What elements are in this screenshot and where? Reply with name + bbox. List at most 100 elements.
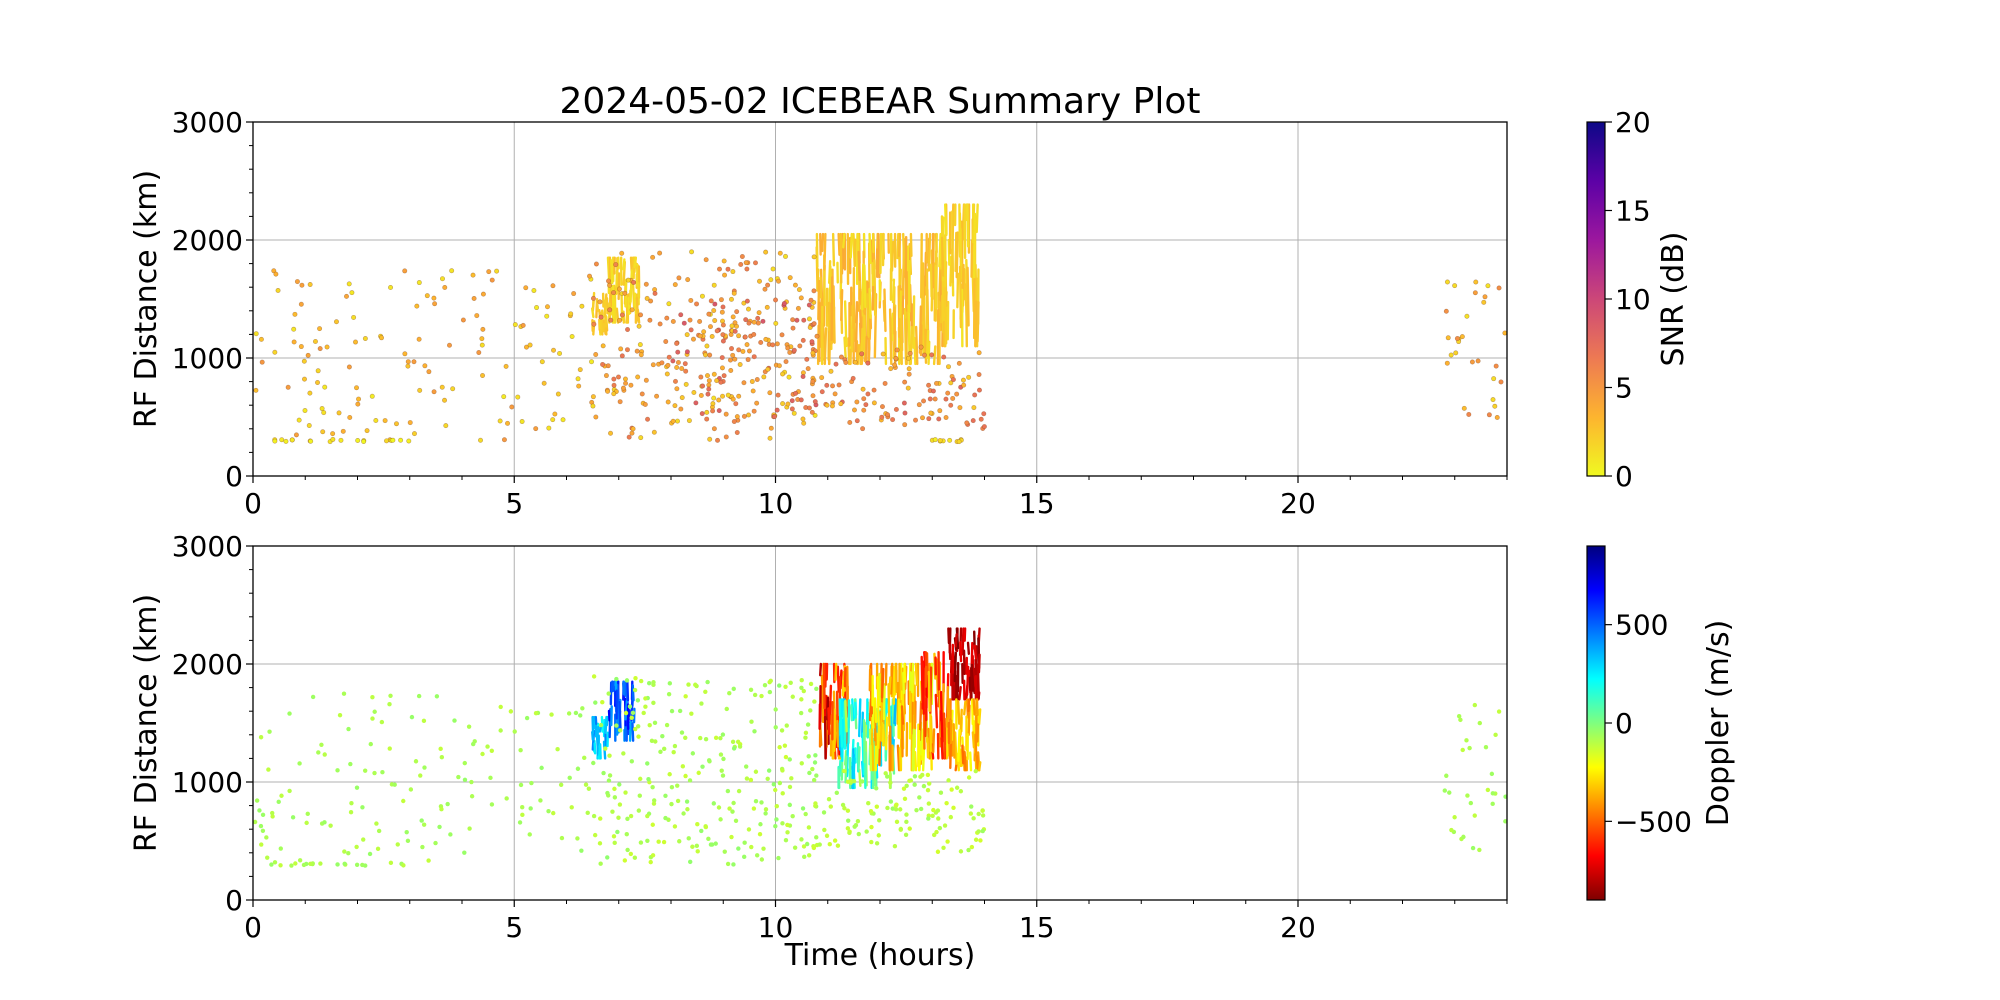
- data-streak: [939, 690, 944, 743]
- data-point: [652, 720, 658, 726]
- data-point: [854, 418, 860, 424]
- data-point: [354, 785, 360, 790]
- data-point: [678, 406, 684, 412]
- data-point: [847, 419, 853, 425]
- data-point: [635, 374, 641, 380]
- data-point: [836, 382, 842, 388]
- data-point: [824, 833, 830, 838]
- data-point: [283, 438, 289, 444]
- data-point: [650, 784, 655, 790]
- data-point: [432, 301, 438, 307]
- data-point: [315, 368, 321, 374]
- data-point: [583, 782, 589, 787]
- data-point: [469, 779, 474, 785]
- data-point: [704, 409, 710, 415]
- data-point: [442, 284, 448, 290]
- data-streak: [622, 258, 626, 271]
- data-point: [568, 311, 574, 317]
- data-point: [711, 308, 717, 314]
- data-point: [798, 295, 804, 301]
- data-streak: [866, 293, 870, 338]
- data-point: [647, 317, 653, 323]
- data-point: [489, 748, 495, 753]
- data-point: [743, 317, 749, 323]
- data-point: [740, 348, 746, 354]
- data-point: [636, 808, 642, 813]
- data-point: [650, 853, 656, 858]
- data-streak: [927, 670, 931, 713]
- data-streak: [830, 276, 834, 341]
- data-point: [699, 411, 705, 417]
- data-streak: [604, 715, 608, 735]
- data-point: [703, 824, 709, 830]
- data-point: [932, 396, 938, 402]
- data-point: [480, 751, 485, 757]
- data-point: [657, 321, 663, 327]
- data-point: [893, 355, 899, 361]
- data-point: [651, 801, 657, 806]
- data-point: [698, 374, 704, 380]
- data-point: [713, 841, 718, 846]
- data-point: [629, 759, 635, 764]
- data-point: [741, 413, 747, 419]
- data-point: [774, 817, 779, 822]
- data-point: [773, 297, 779, 303]
- colorbar-tick-label: 5: [1615, 372, 1633, 405]
- data-point: [736, 333, 742, 339]
- data-point: [558, 782, 564, 787]
- data-point: [592, 832, 598, 838]
- data-point: [405, 359, 411, 365]
- data-point: [812, 399, 818, 405]
- data-point: [601, 770, 606, 776]
- data-point: [805, 722, 811, 727]
- data-streak: [932, 345, 937, 366]
- data-point: [643, 704, 648, 709]
- data-point: [646, 776, 651, 782]
- data-point: [346, 281, 352, 287]
- data-streak: [827, 301, 832, 344]
- data-point: [273, 271, 279, 277]
- data-point: [382, 418, 388, 424]
- data-point: [567, 775, 572, 781]
- doppler-colorbar-gradient: [1587, 546, 1605, 900]
- data-point: [677, 708, 683, 714]
- data-point: [840, 802, 846, 808]
- data-point: [320, 429, 326, 435]
- data-point: [766, 768, 772, 773]
- data-point: [807, 324, 813, 330]
- data-point: [956, 439, 962, 445]
- data-point: [449, 268, 455, 274]
- data-point: [718, 752, 724, 757]
- data-point: [672, 378, 678, 384]
- data-point: [742, 840, 747, 845]
- data-point: [494, 268, 500, 274]
- data-point: [409, 714, 415, 720]
- data-streak: [927, 727, 931, 760]
- data-streak: [609, 291, 614, 307]
- data-point: [501, 437, 507, 443]
- data-streak: [879, 662, 883, 709]
- data-point: [855, 819, 861, 824]
- data-point: [942, 823, 948, 828]
- data-point: [755, 320, 761, 326]
- data-streak: [854, 301, 859, 353]
- data-point: [622, 376, 628, 382]
- data-point: [718, 817, 723, 822]
- data-point: [462, 760, 467, 766]
- data-point: [633, 726, 638, 732]
- data-streak: [949, 741, 953, 770]
- data-streak: [963, 750, 967, 772]
- data-point: [800, 806, 806, 811]
- data-point: [606, 793, 611, 798]
- data-streak: [598, 743, 602, 760]
- data-point: [485, 744, 490, 749]
- data-point: [783, 253, 789, 259]
- data-point: [663, 815, 668, 821]
- data-point: [819, 375, 825, 381]
- data-point: [489, 277, 495, 283]
- data-point: [710, 401, 716, 407]
- data-point: [606, 278, 612, 284]
- data-point: [976, 372, 982, 378]
- data-point: [270, 814, 275, 819]
- data-point: [730, 809, 735, 814]
